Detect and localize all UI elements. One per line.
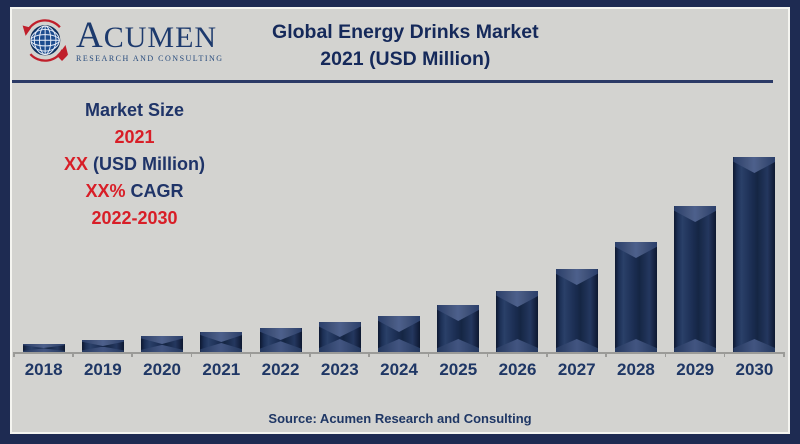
x-axis-label-2028: 2028 — [617, 360, 655, 379]
bar-slot-2018 — [14, 344, 73, 352]
axis-tick — [723, 352, 726, 357]
axis-tick — [13, 352, 15, 357]
bar-2020 — [141, 336, 184, 352]
info-line-market-size: Market Size — [84, 100, 185, 120]
x-axis-label-2026: 2026 — [498, 360, 537, 379]
bar-2023 — [318, 322, 361, 352]
bar-2029 — [674, 206, 717, 352]
bar-slot-2021 — [192, 332, 251, 352]
logo-tagline: RESEARCH AND CONSULTING — [76, 54, 224, 63]
axis-tick — [664, 352, 667, 357]
axis-tick — [249, 352, 252, 357]
bar-slot-2019 — [73, 340, 132, 352]
axis-tick — [605, 352, 607, 357]
chart-canvas: ACUMEN RESEARCH AND CONSULTING Global En… — [10, 7, 790, 434]
bar-2028 — [614, 242, 657, 352]
info-line-cagr: XX% CAGR — [85, 181, 184, 201]
axis-tick — [309, 352, 311, 357]
x-axis-label-2024: 2024 — [380, 360, 418, 379]
bar-2030 — [733, 157, 776, 352]
axis-tick — [190, 352, 193, 357]
bar-2019 — [81, 340, 124, 352]
logo-wordmark: ACUMEN RESEARCH AND CONSULTING — [76, 15, 224, 63]
axis-tick — [783, 352, 785, 357]
bar-slot-2028 — [606, 242, 665, 352]
bar-slot-2027 — [547, 269, 606, 352]
bar-2021 — [200, 332, 243, 352]
info-line-forecast-period: 2022-2030 — [91, 208, 178, 228]
x-axis-label-2022: 2022 — [261, 360, 300, 379]
bar-2025 — [437, 305, 480, 352]
bar-slot-2023 — [310, 322, 369, 352]
x-axis-label-2020: 2020 — [143, 360, 181, 379]
bar-slot-2029 — [666, 206, 725, 352]
market-size-panel: Market Size 2021 XX (USD Million) XX% CA… — [22, 97, 247, 232]
bar-2027 — [555, 269, 598, 352]
bar-slot-2025 — [429, 305, 488, 352]
x-axis-label-2030: 2030 — [735, 360, 774, 379]
axis-tick — [72, 352, 74, 357]
header-divider — [12, 80, 773, 83]
globe-icon — [22, 19, 69, 62]
x-axis-label-2021: 2021 — [202, 360, 241, 379]
info-line-value: XX (USD Million) — [64, 154, 205, 174]
bar-slot-2024 — [369, 316, 428, 352]
x-axis-label-2029: 2029 — [676, 360, 715, 379]
page-title: Global Energy Drinks Market 2021 (USD Mi… — [272, 19, 539, 73]
plot-area — [13, 79, 785, 357]
x-axis-label-2027: 2027 — [557, 360, 596, 379]
info-line-year: 2021 — [114, 127, 155, 147]
x-axis-label-2019: 2019 — [83, 360, 122, 379]
bar-2024 — [378, 316, 421, 352]
acumen-logo: ACUMEN RESEARCH AND CONSULTING — [20, 14, 224, 70]
axis-tick — [546, 352, 548, 357]
x-axis-label-2023: 2023 — [320, 360, 359, 379]
x-axis-label-2025: 2025 — [439, 360, 478, 379]
axis-tick — [427, 352, 430, 357]
bar-2018 — [22, 344, 65, 352]
bar-slot-2022 — [251, 328, 310, 352]
axis-tick — [486, 352, 489, 357]
bar-slot-2030 — [725, 157, 784, 352]
x-axis-labels: 2018 2019 2020 2021 2022 2023 2024 2025 2026 2027… — [14, 354, 784, 379]
source-note: Source: Acumen Research and Consulting — [268, 411, 532, 426]
axis-tick — [368, 352, 370, 357]
bars-container — [14, 79, 784, 352]
bar-slot-2026 — [488, 291, 547, 352]
bar-2026 — [496, 291, 539, 352]
title-line-2: 2021 (USD Million) — [320, 48, 491, 70]
title-line-1: Global Energy Drinks Market — [272, 21, 539, 43]
bar-chart: 2018 2019 2020 2021 2022 2023 2024 2025 2026 2027… — [13, 79, 785, 379]
logo-name: ACUMEN — [76, 15, 218, 56]
bar-slot-2020 — [132, 336, 191, 352]
x-axis-label-2018: 2018 — [24, 360, 63, 379]
bar-2022 — [259, 328, 302, 352]
axis-tick — [131, 352, 133, 357]
